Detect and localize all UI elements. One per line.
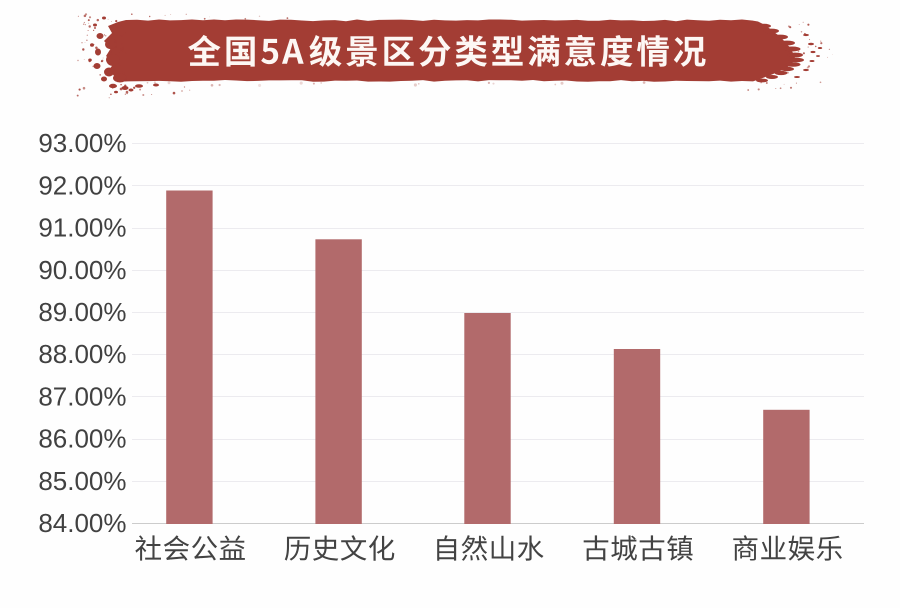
svg-text:85.00%: 85.00% [38,466,126,496]
svg-text:84.00%: 84.00% [38,508,126,538]
svg-text:89.00%: 89.00% [38,297,126,327]
svg-text:93.00%: 93.00% [38,128,126,158]
svg-text:90.00%: 90.00% [38,255,126,285]
svg-text:92.00%: 92.00% [38,170,126,200]
svg-text:86.00%: 86.00% [38,424,126,454]
svg-text:87.00%: 87.00% [38,381,126,411]
svg-text:88.00%: 88.00% [38,339,126,369]
svg-text:91.00%: 91.00% [38,213,126,243]
